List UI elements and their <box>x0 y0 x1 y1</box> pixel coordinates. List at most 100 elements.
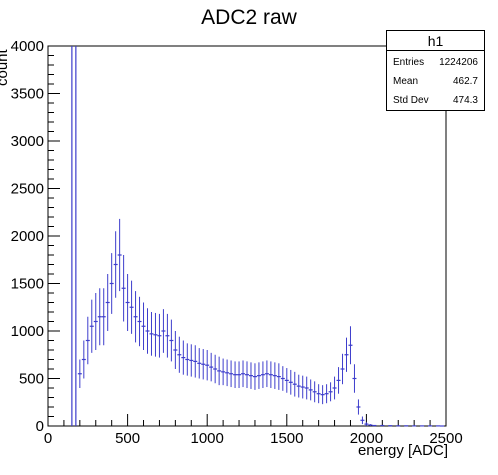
histogram-bin <box>181 340 186 375</box>
histogram-bin <box>340 353 345 385</box>
histogram-bin <box>237 361 242 388</box>
histogram-bin <box>161 309 166 353</box>
histogram-bin <box>316 384 321 404</box>
histogram-bin <box>137 296 142 347</box>
histogram-bin <box>288 369 293 395</box>
histogram-bin <box>213 354 218 384</box>
stats-row: Mean 462.7 <box>387 70 484 89</box>
x-tick-label: 2000 <box>350 430 383 447</box>
histogram-bin <box>272 362 277 389</box>
histogram-bin <box>221 358 226 386</box>
histogram-bin <box>185 343 190 376</box>
histogram-bin <box>101 288 106 346</box>
x-tick-label: 2500 <box>429 430 462 447</box>
histogram-bin <box>209 352 214 382</box>
histogram-bin <box>324 384 329 404</box>
histogram-bin <box>85 316 90 365</box>
histogram-bin <box>225 359 230 387</box>
stats-value: 462.7 <box>452 76 478 87</box>
histogram-bin <box>173 331 178 369</box>
histogram-bin <box>229 360 234 388</box>
chart-title: ADC2 raw <box>201 6 297 29</box>
histogram-bin <box>276 363 281 390</box>
histogram-bin <box>193 345 198 378</box>
histogram-bin <box>284 368 289 393</box>
stats-key: Entries <box>393 57 425 68</box>
histogram-bin <box>280 366 285 391</box>
stats-key: Std Dev <box>393 95 429 106</box>
histogram-bin <box>360 416 365 425</box>
histogram-bin <box>89 299 94 353</box>
y-tick-label: 1500 <box>11 276 44 293</box>
histogram-bin <box>300 375 305 399</box>
x-tick-label: 0 <box>44 430 52 447</box>
histogram-bin <box>201 349 206 380</box>
stats-title: h1 <box>387 31 484 51</box>
histogram-bin <box>233 361 238 388</box>
y-tick-label: 2500 <box>11 181 44 198</box>
histogram-bin <box>77 359 82 388</box>
stats-box: h1 Entries 1224206 Mean 462.7 Std Dev 47… <box>386 30 485 111</box>
histogram-bin <box>153 312 158 357</box>
stats-row: Std Dev 474.3 <box>387 89 484 108</box>
histogram-bin <box>169 319 174 362</box>
histogram-bin <box>256 362 261 389</box>
histogram-bin <box>308 379 313 401</box>
x-tick-label: 500 <box>115 430 140 447</box>
histogram-bin <box>328 382 333 402</box>
histogram-bin <box>117 218 122 292</box>
histogram-bin <box>157 313 162 358</box>
y-tick-label: 4000 <box>11 38 44 55</box>
histogram-bin <box>121 255 126 322</box>
stats-value: 1224206 <box>439 57 478 68</box>
histogram-bin <box>81 340 86 379</box>
histogram-bin <box>320 385 325 405</box>
histogram-bin <box>205 350 210 381</box>
histogram-bin <box>217 356 222 386</box>
x-tick-label: 1500 <box>270 430 303 447</box>
y-axis-label: count <box>0 49 11 86</box>
y-tick-label: 3500 <box>11 86 44 103</box>
histogram-bin <box>189 344 194 377</box>
histogram-bin <box>93 293 98 350</box>
histogram-bin <box>109 253 114 314</box>
histogram-bin <box>372 424 377 427</box>
histogram-bin <box>336 367 341 394</box>
stats-key: Mean <box>393 76 419 87</box>
histogram-bin <box>241 360 246 388</box>
histogram-bin <box>264 360 269 388</box>
histogram-bin <box>292 371 297 397</box>
histogram-bin <box>133 291 138 343</box>
histogram-bin <box>344 337 349 372</box>
y-tick-label: 3000 <box>11 133 44 150</box>
histogram-bin <box>97 288 102 346</box>
histogram-bin <box>129 280 134 334</box>
y-tick-label: 500 <box>19 371 44 388</box>
histogram-bin <box>248 362 253 389</box>
histogram-bin <box>268 361 273 388</box>
histogram-bin <box>252 363 257 390</box>
histogram-bin <box>364 422 369 426</box>
y-tick-label: 2000 <box>11 228 44 245</box>
x-axis-label: energy [ADC] <box>357 442 448 459</box>
histogram-bin <box>125 274 130 331</box>
y-tick-label: 1000 <box>11 323 44 340</box>
histogram-bin <box>348 326 353 365</box>
histogram-bin <box>145 308 150 354</box>
histogram-bin <box>105 274 110 331</box>
histogram-bin <box>197 348 202 379</box>
histogram-bin <box>165 313 170 358</box>
histogram-bin <box>113 231 118 298</box>
histogram-bin <box>352 364 357 393</box>
histogram-bin <box>368 424 373 426</box>
histogram-bin <box>304 376 309 400</box>
y-tick-label: 0 <box>36 418 44 435</box>
histogram-bin <box>312 381 317 403</box>
histogram-bin <box>388 425 393 427</box>
histogram-bin <box>141 302 146 350</box>
x-tick-label: 1000 <box>191 430 224 447</box>
histogram-bin <box>332 376 337 400</box>
stats-value: 474.3 <box>452 95 478 106</box>
histogram-bin <box>245 361 249 388</box>
histogram-bin <box>260 361 265 388</box>
